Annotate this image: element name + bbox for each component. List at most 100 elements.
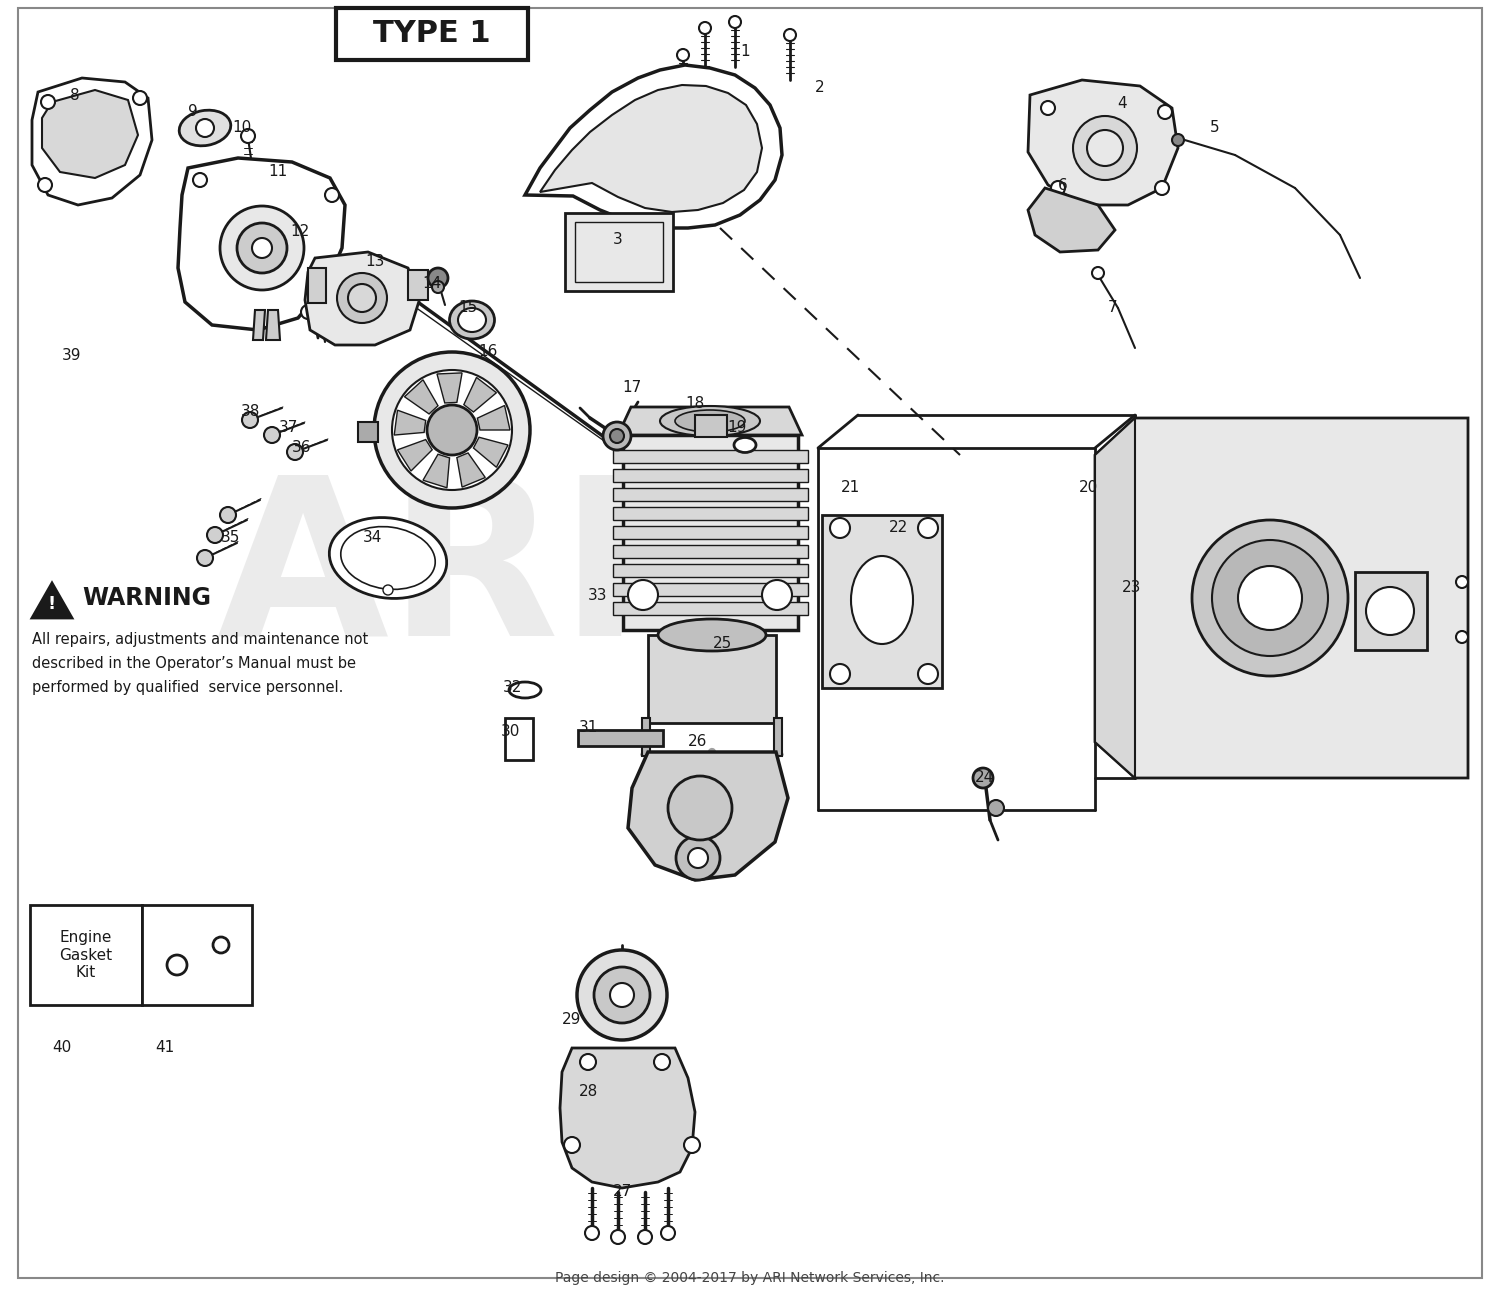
Polygon shape (822, 515, 942, 688)
Circle shape (382, 585, 393, 595)
Polygon shape (540, 84, 762, 212)
Circle shape (432, 281, 444, 292)
Circle shape (729, 16, 741, 29)
Polygon shape (1095, 419, 1136, 777)
Polygon shape (628, 751, 788, 880)
Text: 19: 19 (728, 420, 747, 436)
Circle shape (1041, 101, 1054, 114)
Circle shape (1238, 566, 1302, 630)
Text: 17: 17 (622, 381, 642, 395)
Circle shape (38, 178, 52, 192)
Polygon shape (560, 1048, 694, 1188)
Bar (614, 582, 809, 595)
Text: 6: 6 (1058, 178, 1068, 192)
Circle shape (676, 49, 688, 61)
Ellipse shape (458, 308, 486, 332)
Bar (614, 450, 809, 463)
Text: 26: 26 (688, 734, 708, 750)
Circle shape (264, 426, 280, 443)
Circle shape (610, 983, 634, 1008)
Polygon shape (423, 454, 450, 488)
Text: All repairs, adjustments and maintenance not: All repairs, adjustments and maintenance… (32, 632, 369, 647)
Circle shape (326, 188, 339, 202)
Circle shape (252, 238, 272, 257)
Text: 39: 39 (62, 347, 81, 363)
Circle shape (918, 664, 938, 684)
Text: 14: 14 (423, 276, 441, 290)
Circle shape (668, 776, 732, 840)
Circle shape (196, 120, 214, 136)
Circle shape (134, 91, 147, 105)
Polygon shape (394, 411, 426, 436)
Circle shape (338, 273, 387, 322)
Text: 27: 27 (612, 1184, 632, 1200)
Text: performed by qualified  service personnel.: performed by qualified service personnel… (32, 680, 344, 696)
Bar (336, 8, 528, 60)
Circle shape (580, 1054, 596, 1070)
Text: described in the Operator’s Manual must be: described in the Operator’s Manual must … (32, 656, 356, 671)
Circle shape (207, 526, 224, 543)
Polygon shape (398, 439, 432, 471)
Text: 2: 2 (815, 81, 825, 95)
Circle shape (1172, 134, 1184, 146)
Polygon shape (254, 309, 266, 341)
Circle shape (1155, 181, 1168, 195)
Bar (1354, 572, 1426, 650)
Bar (614, 507, 809, 520)
Circle shape (286, 445, 303, 460)
Ellipse shape (850, 556, 914, 644)
Bar (614, 564, 809, 577)
Bar (506, 718, 532, 760)
Ellipse shape (675, 410, 746, 432)
Bar (622, 436, 798, 630)
Circle shape (638, 1230, 652, 1244)
Ellipse shape (178, 111, 231, 146)
Bar (614, 545, 809, 558)
Polygon shape (405, 380, 438, 413)
Circle shape (784, 29, 796, 42)
Ellipse shape (340, 526, 435, 589)
Ellipse shape (330, 517, 447, 598)
Polygon shape (304, 252, 420, 344)
Circle shape (610, 429, 624, 443)
Circle shape (1456, 576, 1468, 588)
Circle shape (1456, 630, 1468, 644)
Circle shape (237, 224, 286, 273)
Circle shape (699, 22, 711, 34)
Text: 24: 24 (975, 771, 994, 785)
Ellipse shape (509, 682, 542, 698)
Polygon shape (436, 373, 462, 403)
Text: 33: 33 (588, 589, 608, 603)
Text: 21: 21 (840, 481, 860, 495)
Ellipse shape (658, 619, 766, 651)
Text: WARNING: WARNING (82, 586, 212, 610)
Text: 13: 13 (366, 255, 384, 269)
Circle shape (196, 550, 213, 566)
Circle shape (1366, 588, 1414, 634)
Text: 29: 29 (562, 1013, 582, 1027)
Ellipse shape (660, 406, 760, 436)
Circle shape (918, 517, 938, 538)
Bar (614, 469, 809, 482)
Circle shape (688, 848, 708, 868)
Circle shape (242, 412, 258, 428)
Bar (30, 905, 142, 1005)
Text: 40: 40 (53, 1040, 72, 1056)
Polygon shape (525, 65, 782, 227)
Text: 8: 8 (70, 88, 80, 104)
Text: 38: 38 (240, 404, 260, 420)
Text: Page design © 2004-2017 by ARI Network Services, Inc.: Page design © 2004-2017 by ARI Network S… (555, 1271, 945, 1284)
Bar (614, 526, 809, 539)
Circle shape (594, 967, 650, 1023)
Text: 15: 15 (459, 300, 477, 316)
Text: 18: 18 (686, 395, 705, 411)
Text: !: ! (48, 595, 56, 614)
Circle shape (40, 95, 56, 109)
Circle shape (374, 352, 530, 508)
Circle shape (1088, 130, 1124, 166)
Bar (358, 422, 378, 442)
Text: Engine
Gasket
Kit: Engine Gasket Kit (60, 930, 112, 980)
Bar (694, 415, 728, 437)
Circle shape (1092, 266, 1104, 280)
Text: 16: 16 (478, 344, 498, 360)
